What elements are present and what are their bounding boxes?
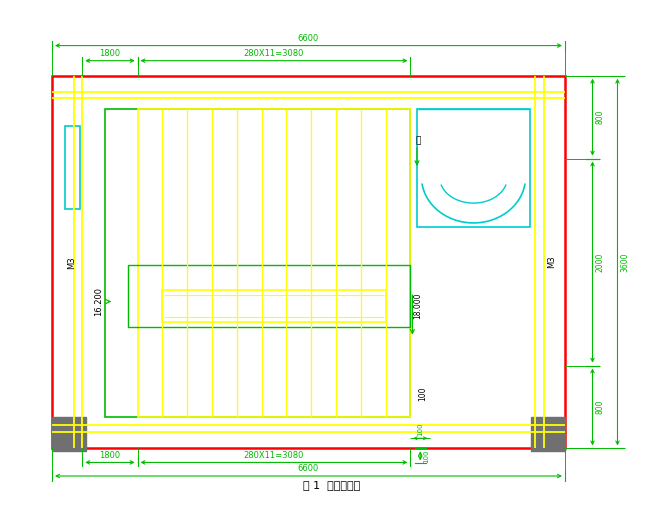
Text: 280X11=3080: 280X11=3080 — [244, 451, 304, 460]
Text: 100: 100 — [424, 449, 430, 463]
Text: 3600: 3600 — [621, 252, 630, 272]
Text: 100: 100 — [418, 387, 427, 401]
Bar — [52, 416, 86, 451]
Bar — [530, 416, 565, 451]
Bar — [65, 126, 80, 209]
Text: 2000: 2000 — [596, 252, 605, 272]
Bar — [105, 108, 410, 416]
Text: 下: 下 — [416, 137, 421, 146]
Text: 6600: 6600 — [298, 34, 319, 43]
Text: 100: 100 — [417, 423, 423, 436]
Text: 1800: 1800 — [99, 451, 121, 460]
Text: 6600: 6600 — [298, 464, 319, 473]
Text: M3: M3 — [547, 256, 556, 268]
Text: 16.200: 16.200 — [94, 287, 103, 316]
Text: 1800: 1800 — [99, 49, 121, 58]
Bar — [162, 290, 386, 323]
Text: 18.000: 18.000 — [414, 293, 423, 319]
Text: 图 1  樼梯平面图: 图 1 樼梯平面图 — [303, 480, 360, 490]
Bar — [137, 108, 410, 416]
Bar — [417, 108, 530, 227]
Bar — [128, 265, 410, 327]
Text: 800: 800 — [596, 110, 605, 124]
Text: M3: M3 — [68, 256, 76, 269]
Text: 280X11=3080: 280X11=3080 — [244, 49, 304, 58]
Text: 800: 800 — [596, 400, 605, 414]
Bar — [52, 76, 565, 448]
